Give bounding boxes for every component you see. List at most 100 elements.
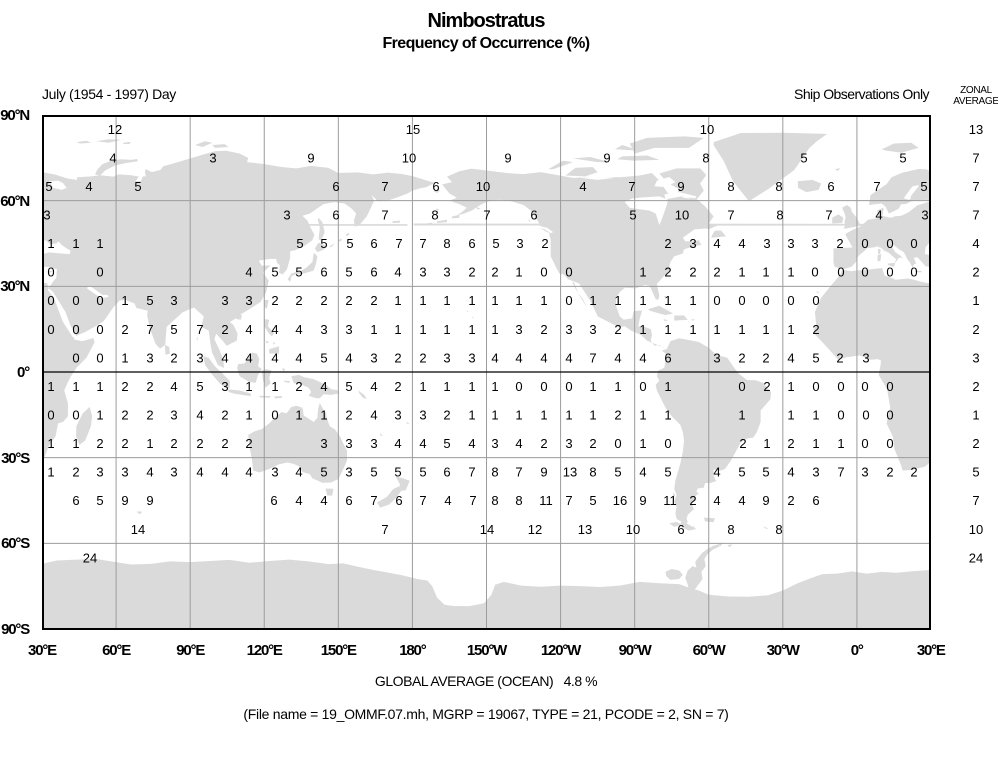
svg-text:3: 3 [43,208,50,223]
svg-text:5: 5 [800,150,807,165]
svg-text:1: 1 [738,265,745,280]
svg-text:1: 1 [47,236,54,251]
svg-text:1: 1 [96,236,103,251]
svg-text:7: 7 [196,322,203,337]
svg-text:6: 6 [530,208,537,223]
svg-text:0: 0 [861,379,868,394]
svg-text:1: 1 [787,265,794,280]
svg-text:1: 1 [515,265,522,280]
svg-text:8: 8 [431,208,438,223]
svg-text:2: 2 [370,293,377,308]
svg-text:1: 1 [96,379,103,394]
svg-text:1: 1 [639,408,646,423]
svg-text:1: 1 [146,436,153,451]
svg-text:4: 4 [170,379,177,394]
svg-text:4: 4 [713,493,720,508]
svg-text:0: 0 [861,236,868,251]
svg-text:0: 0 [811,265,818,280]
svg-text:6: 6 [395,493,402,508]
svg-text:2: 2 [394,379,401,394]
svg-text:4: 4 [295,493,302,508]
svg-text:3: 3 [443,350,450,365]
svg-text:7: 7 [419,493,426,508]
svg-text:2: 2 [121,322,128,337]
svg-text:0: 0 [837,265,844,280]
svg-text:3: 3 [419,265,426,280]
svg-text:0: 0 [886,436,893,451]
svg-text:0: 0 [540,379,547,394]
svg-text:7: 7 [419,236,426,251]
svg-text:0: 0 [540,265,547,280]
svg-text:2: 2 [664,236,671,251]
svg-text:1: 1 [443,293,450,308]
svg-text:4: 4 [146,465,153,480]
svg-text:2: 2 [689,493,696,508]
svg-text:5: 5 [45,179,52,194]
svg-text:0: 0 [862,408,869,423]
svg-text:1: 1 [762,322,769,337]
svg-text:6: 6 [332,179,339,194]
svg-text:2: 2 [836,350,843,365]
svg-text:4: 4 [320,493,327,508]
svg-text:8: 8 [589,465,596,480]
svg-text:1: 1 [370,322,377,337]
svg-text:0: 0 [271,408,278,423]
svg-text:0: 0 [738,379,745,394]
svg-text:5: 5 [394,465,401,480]
svg-text:4: 4 [271,322,278,337]
svg-text:2: 2 [738,350,745,365]
svg-text:2: 2 [295,293,302,308]
svg-text:4: 4 [787,350,794,365]
svg-text:1: 1 [614,293,621,308]
svg-text:0: 0 [47,293,54,308]
svg-text:0: 0 [72,322,79,337]
svg-text:1: 1 [419,379,426,394]
svg-text:0: 0 [47,408,54,423]
svg-text:1: 1 [689,322,696,337]
svg-text:2: 2 [320,293,327,308]
svg-text:5: 5 [419,465,426,480]
svg-text:1: 1 [491,379,498,394]
svg-text:13: 13 [969,122,983,137]
svg-text:1: 1 [713,322,720,337]
svg-text:6: 6 [664,350,671,365]
svg-text:1: 1 [787,379,794,394]
svg-text:1: 1 [639,436,646,451]
svg-text:24: 24 [83,550,97,565]
svg-text:1: 1 [639,293,646,308]
svg-text:1: 1 [812,436,819,451]
svg-text:4: 4 [579,179,586,194]
svg-text:2: 2 [972,265,979,280]
svg-text:7: 7 [381,179,388,194]
svg-text:1: 1 [639,265,646,280]
svg-text:1: 1 [565,408,572,423]
svg-text:3: 3 [345,322,352,337]
svg-text:5: 5 [320,350,327,365]
svg-text:7: 7 [628,179,635,194]
svg-text:1: 1 [47,379,54,394]
svg-text:9: 9 [121,493,128,508]
svg-text:1: 1 [540,408,547,423]
svg-text:3: 3 [146,350,153,365]
svg-text:1: 1 [763,436,770,451]
svg-text:2: 2 [812,322,819,337]
svg-text:0: 0 [565,293,572,308]
svg-text:1: 1 [468,408,475,423]
svg-text:3: 3 [972,350,979,365]
svg-text:8: 8 [515,493,522,508]
svg-text:0: 0 [886,379,893,394]
svg-text:0: 0 [72,350,79,365]
svg-text:2: 2 [491,265,498,280]
svg-text:8: 8 [727,522,734,537]
svg-text:6: 6 [270,493,277,508]
svg-text:2: 2 [419,350,426,365]
svg-text:4: 4 [245,465,252,480]
svg-text:1: 1 [491,322,498,337]
svg-text:2: 2 [589,436,596,451]
svg-text:9: 9 [307,150,314,165]
svg-text:9: 9 [540,465,547,480]
svg-text:4: 4 [370,379,377,394]
svg-text:11: 11 [539,493,553,508]
svg-text:3: 3 [271,465,278,480]
svg-text:4: 4 [221,350,228,365]
